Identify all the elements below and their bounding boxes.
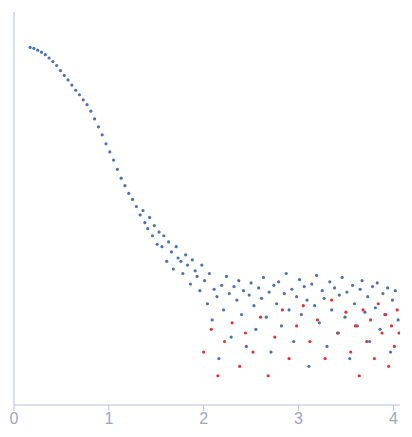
svg-text:1: 1 <box>104 410 113 427</box>
svg-text:2: 2 <box>199 410 208 427</box>
svg-text:3: 3 <box>294 410 303 427</box>
svg-text:4: 4 <box>389 410 398 427</box>
svg-text:0: 0 <box>10 410 19 427</box>
